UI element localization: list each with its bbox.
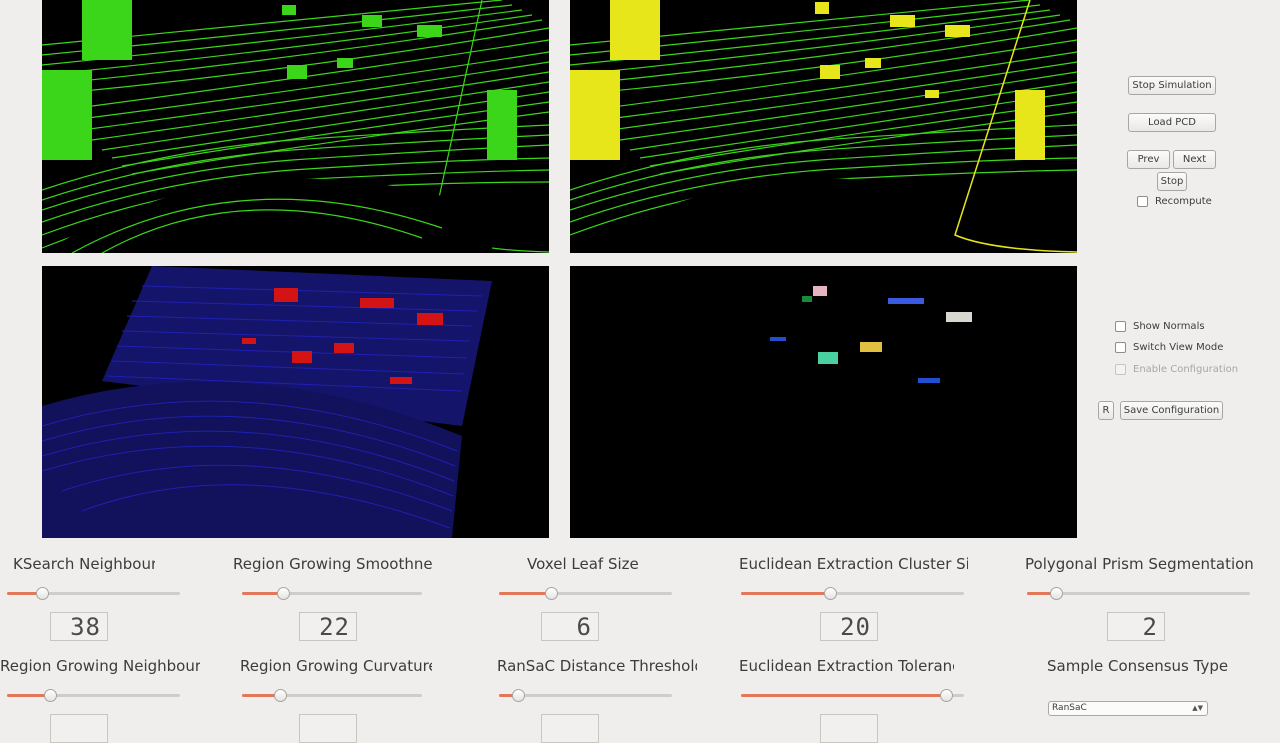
slider-fill: [7, 592, 42, 595]
stop-simulation-button[interactable]: Stop Simulation: [1128, 76, 1216, 95]
slider-fill: [242, 694, 280, 697]
voxel-value: 6: [541, 612, 599, 641]
show-normals-label: Show Normals: [1133, 321, 1205, 332]
viewport-raw-cloud[interactable]: [42, 0, 549, 253]
voxel-label: Voxel Leaf Size: [527, 555, 639, 573]
ksearch-slider[interactable]: [7, 587, 180, 600]
switch-view-mode-checkbox[interactable]: Switch View Mode: [1115, 342, 1223, 353]
show-normals-checkbox[interactable]: Show Normals: [1115, 321, 1205, 332]
recompute-checkbox[interactable]: Recompute: [1137, 196, 1212, 207]
consensus-type-selected: RanSaC: [1052, 703, 1087, 713]
slider-handle[interactable]: [35, 587, 49, 600]
slider-fill: [741, 694, 947, 697]
slider-fill: [741, 592, 831, 595]
euclid-cluster-label: Euclidean Extraction Cluster Size: [739, 555, 968, 573]
rg-smoothness-slider[interactable]: [242, 587, 422, 600]
ransac-threshold-value: [541, 714, 599, 743]
slider-handle[interactable]: [940, 689, 954, 702]
ransac-threshold-label: RanSaC Distance Threshold: [497, 657, 697, 675]
euclid-cluster-slider[interactable]: [741, 587, 964, 600]
rg-neighbours-label: Region Growing Neighbours: [0, 657, 200, 675]
prism-label: Polygonal Prism Segmentation: [1025, 555, 1254, 573]
prism-slider[interactable]: [1027, 587, 1250, 600]
ksearch-label: KSearch Neighbours: [13, 555, 155, 573]
prev-button[interactable]: Prev: [1127, 150, 1170, 169]
consensus-type-label: Sample Consensus Type: [1047, 657, 1229, 675]
ksearch-value: 38: [50, 612, 108, 641]
checkbox-box[interactable]: [1137, 196, 1148, 207]
viewport-clusters[interactable]: [570, 266, 1077, 538]
slider-handle[interactable]: [273, 689, 287, 702]
recompute-label: Recompute: [1155, 196, 1212, 207]
voxel-slider[interactable]: [499, 587, 672, 600]
enable-configuration-checkbox: Enable Configuration: [1115, 364, 1238, 375]
checkbox-box[interactable]: [1115, 321, 1126, 332]
chevron-updown-icon: ▲▼: [1192, 704, 1203, 712]
checkbox-box: [1115, 364, 1126, 375]
prism-value: 2: [1107, 612, 1165, 641]
switch-view-mode-label: Switch View Mode: [1133, 342, 1224, 353]
slider-fill: [242, 592, 284, 595]
slider-handle[interactable]: [277, 587, 291, 600]
slider-fill: [7, 694, 51, 697]
slider-fill: [1027, 592, 1056, 595]
reset-button[interactable]: R: [1098, 401, 1114, 420]
slider-handle[interactable]: [824, 587, 838, 600]
rg-smoothness-label: Region Growing Smoothness: [233, 555, 432, 573]
enable-configuration-label: Enable Configuration: [1133, 364, 1239, 375]
slider-fill: [499, 592, 551, 595]
rg-smoothness-value: 22: [299, 612, 357, 641]
rg-neighbours-value: [50, 714, 108, 743]
load-pcd-button[interactable]: Load PCD: [1128, 113, 1216, 132]
consensus-type-select[interactable]: RanSaC ▲▼: [1048, 701, 1208, 716]
euclid-cluster-value: 20: [820, 612, 878, 641]
viewport-segmented-cloud[interactable]: [570, 0, 1077, 253]
checkbox-box[interactable]: [1115, 342, 1126, 353]
rg-curvature-value: [299, 714, 357, 743]
euclid-tolerance-value: [820, 714, 878, 743]
slider-handle[interactable]: [544, 587, 558, 600]
stop-button[interactable]: Stop: [1157, 172, 1187, 191]
slider-handle[interactable]: [1049, 587, 1063, 600]
viewport-ground-segmentation[interactable]: [42, 266, 549, 538]
rg-curvature-label: Region Growing Curvature: [240, 657, 432, 675]
ransac-threshold-slider[interactable]: [499, 689, 672, 702]
next-button[interactable]: Next: [1173, 150, 1216, 169]
rg-neighbours-slider[interactable]: [7, 689, 180, 702]
rg-curvature-slider[interactable]: [242, 689, 422, 702]
euclid-tolerance-slider[interactable]: [741, 689, 964, 702]
slider-fill: [499, 694, 519, 697]
slider-handle[interactable]: [512, 689, 526, 702]
slider-handle[interactable]: [44, 689, 58, 702]
euclid-tolerance-label: Euclidean Extraction Tolerance: [739, 657, 954, 675]
save-configuration-button[interactable]: Save Configuration: [1120, 401, 1223, 420]
